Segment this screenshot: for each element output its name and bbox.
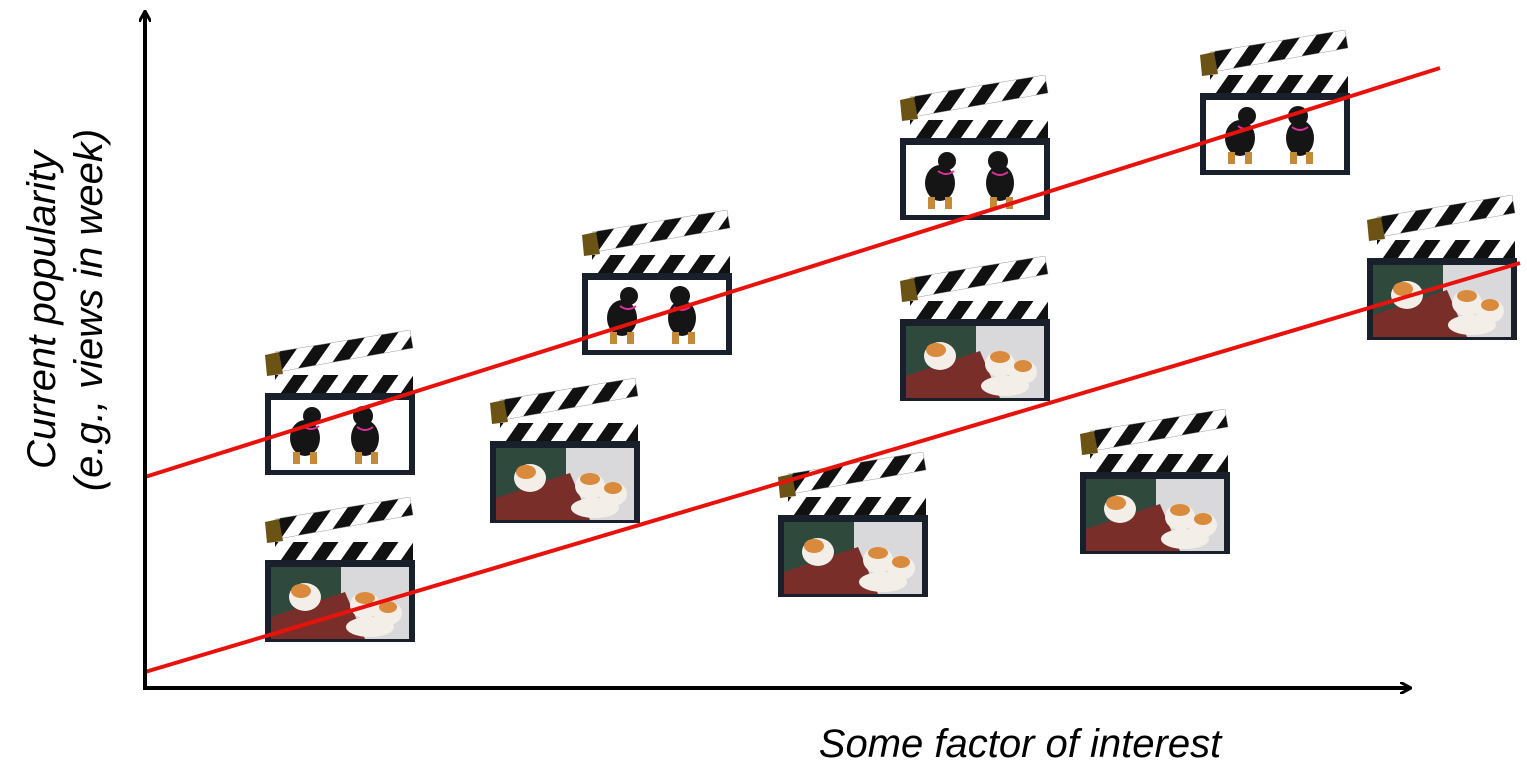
y-axis-label: (e.g., views in week) (67, 129, 111, 491)
cat-video (490, 378, 640, 523)
icons (265, 30, 1517, 642)
trend-line (144, 66, 1441, 479)
x-axis-label: Some factor of interest (819, 722, 1223, 765)
cat-video (1367, 195, 1517, 340)
trend-line (144, 261, 1521, 674)
y-axis-label: Current popularity (20, 148, 64, 469)
cat-video (900, 256, 1050, 401)
dog-video (265, 330, 415, 475)
cat-video (1080, 409, 1230, 554)
cat-video (265, 497, 415, 642)
y-axis-title: Current popularity (e.g., views in week) (20, 129, 111, 491)
cat-video (778, 452, 928, 597)
